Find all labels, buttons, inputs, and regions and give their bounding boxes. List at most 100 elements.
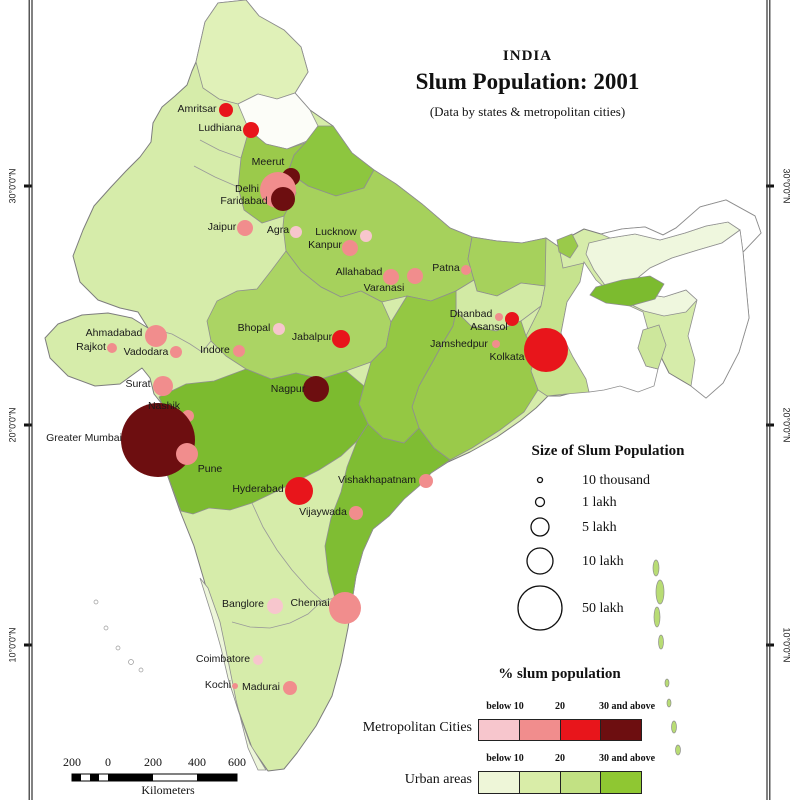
- city-marker-banglore: [267, 598, 283, 614]
- latitude-label-right: 10°0'0"N: [782, 627, 792, 662]
- city-marker-dhanbad: [495, 313, 503, 321]
- city-marker-nagpur: [303, 376, 329, 402]
- city-label-indore: Indore: [200, 344, 230, 356]
- scalebar-number: 200: [63, 755, 81, 769]
- pct-tick-label: below 10: [486, 701, 524, 712]
- city-marker-patna: [461, 265, 471, 275]
- legend-size-circles: 10 thousand 1 lakh 5 lakh 10 lakh 50 lakh: [517, 473, 650, 631]
- latitude-label-right: 20°0'0"N: [782, 407, 792, 442]
- state-andhra-coastal: [324, 423, 451, 602]
- city-marker-jaipur: [237, 220, 253, 236]
- lakshadweep-islands: [93, 599, 144, 673]
- legend-size-label-10-lakh: 10 lakh: [582, 554, 624, 569]
- state-meghalaya: [589, 275, 665, 307]
- city-marker-kochi: [232, 683, 238, 689]
- city-marker-lucknow: [360, 230, 372, 242]
- city-label-banglore: Banglore: [222, 598, 264, 610]
- city-label-coimbatore: Coimbatore: [196, 653, 250, 665]
- scalebar-segment: [197, 774, 237, 781]
- legend-size-circle-10-lakh: [526, 547, 554, 575]
- legend-size-circle-10-thousand: [536, 476, 544, 484]
- pct-cell-metro_20_30: [559, 720, 601, 740]
- city-label-asansol: Asansol: [470, 321, 507, 333]
- city-label-hyderabad: Hyderabad: [232, 483, 284, 495]
- city-marker-amritsar: [219, 103, 233, 117]
- pct-cell-urban_10_20: [518, 772, 560, 793]
- scalebar-segment: [72, 774, 81, 781]
- graticule-tick-left: [24, 184, 32, 188]
- pct-tick-label: 20: [555, 753, 565, 764]
- city-label-allahabad: Allahabad: [336, 266, 383, 278]
- latitude-label-right: 30°0'0"N: [782, 168, 792, 203]
- graticule-tick-left: [24, 423, 32, 427]
- legend-size-label-1-lakh: 1 lakh: [582, 495, 617, 510]
- scalebar-number: 600: [228, 755, 246, 769]
- city-marker-jabalpur: [332, 330, 350, 348]
- state-sikkim: [556, 233, 579, 259]
- pct-tick-label: 30 and above: [598, 753, 656, 764]
- city-label-lucknow: Lucknow: [315, 226, 357, 238]
- states-northeast-white: [633, 229, 750, 399]
- city-label-patna: Patna: [432, 262, 460, 274]
- metro-color-bar: [478, 719, 642, 741]
- city-marker-vishakhapatnam: [419, 474, 433, 488]
- latitude-label-left: 10°0'0"N: [7, 627, 17, 662]
- city-marker-madurai: [283, 681, 297, 695]
- city-label-rajkot: Rajkot: [76, 341, 106, 353]
- pct-cell-metro_below10: [479, 720, 519, 740]
- map-subtitle: (Data by states & metropolitan cities): [429, 104, 626, 119]
- legend-size-circle-1-lakh: [534, 496, 546, 508]
- city-marker-agra: [290, 226, 302, 238]
- pct-cell-metro_30up: [600, 720, 641, 740]
- scalebar-outline: [71, 773, 238, 782]
- legend-size-circle-50-lakh: [517, 585, 563, 631]
- city-label-chennai: Chennai: [290, 597, 329, 609]
- city-label-bhopal: Bhopal: [238, 322, 271, 334]
- city-label-greater-mumbai: Greater Mumbai: [46, 432, 122, 444]
- city-label-kanpur: Kanpur: [308, 239, 342, 251]
- city-label-varanasi: Varanasi: [364, 282, 405, 294]
- city-marker-vadodara: [170, 346, 182, 358]
- city-marker-bhopal: [273, 323, 285, 335]
- andaman-islands: [652, 559, 681, 756]
- city-label-kolkata: Kolkata: [489, 351, 524, 363]
- city-label-vadodara: Vadodara: [124, 346, 169, 358]
- city-label-vishakhapatnam: Vishakhapatnam: [338, 474, 416, 486]
- state-kerala: [199, 577, 267, 771]
- city-marker-allahabad: [383, 269, 399, 285]
- city-label-nagpur: Nagpur: [271, 383, 306, 395]
- city-label-delhi: Delhi: [235, 183, 259, 195]
- city-marker-vijaywada: [349, 506, 363, 520]
- city-marker-faridabad: [271, 187, 295, 211]
- city-label-meerut: Meerut: [252, 156, 285, 168]
- latitude-label-left: 30°0'0"N: [7, 168, 17, 203]
- city-marker-coimbatore: [253, 655, 263, 665]
- city-marker-varanasi: [407, 268, 423, 284]
- pct-tick-label: 30 and above: [598, 701, 656, 712]
- city-marker-asansol: [505, 312, 519, 326]
- pct-cell-urban_30up: [600, 772, 641, 793]
- scalebar: 200 0 200 400 600: [63, 755, 246, 782]
- pct-cell-urban_below10: [479, 772, 519, 793]
- city-label-agra: Agra: [267, 224, 289, 236]
- legend-size-title: Size of Slum Population: [531, 443, 685, 459]
- state-maharashtra: [153, 368, 369, 515]
- legend-size-circle-5-lakh: [530, 517, 550, 537]
- scalebar-unit-label: Kilometers: [141, 783, 195, 797]
- legend-size-label-5-lakh: 5 lakh: [582, 520, 617, 535]
- latitude-label-left: 20°0'0"N: [7, 407, 17, 442]
- city-marker-hyderabad: [285, 477, 313, 505]
- urban-color-bar: [478, 771, 642, 794]
- city-label-faridabad: Faridabad: [220, 195, 267, 207]
- city-label-pune: Pune: [198, 463, 223, 475]
- city-label-vijaywada: Vijaywada: [299, 506, 347, 518]
- state-arunachal: [599, 199, 762, 253]
- pct-cell-urban_20_30: [559, 772, 601, 793]
- city-label-ahmadabad: Ahmadabad: [86, 327, 143, 339]
- scalebar-number: 400: [188, 755, 206, 769]
- pct-tick-label: below 10: [486, 753, 524, 764]
- country-title: INDIA: [502, 48, 553, 64]
- city-label-amritsar: Amritsar: [177, 103, 217, 115]
- map-frame: [28, 0, 771, 800]
